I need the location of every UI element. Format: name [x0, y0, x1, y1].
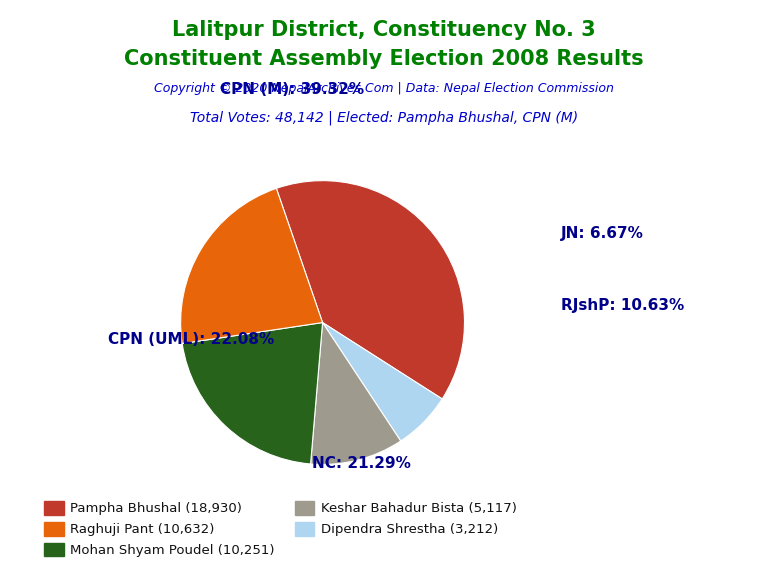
Wedge shape [310, 323, 401, 464]
Text: JN: 6.67%: JN: 6.67% [561, 226, 644, 241]
Text: RJshP: 10.63%: RJshP: 10.63% [561, 298, 684, 313]
Text: NC: 21.29%: NC: 21.29% [312, 456, 410, 471]
Text: Total Votes: 48,142 | Elected: Pampha Bhushal, CPN (M): Total Votes: 48,142 | Elected: Pampha Bh… [190, 111, 578, 125]
Text: Copyright © 2020 NepalArchives.Com | Data: Nepal Election Commission: Copyright © 2020 NepalArchives.Com | Dat… [154, 82, 614, 95]
Text: Lalitpur District, Constituency No. 3: Lalitpur District, Constituency No. 3 [172, 20, 596, 40]
Legend: Pampha Bhushal (18,930), Raghuji Pant (10,632), Mohan Shyam Poudel (10,251), Kes: Pampha Bhushal (18,930), Raghuji Pant (1… [38, 495, 524, 564]
Wedge shape [276, 181, 465, 399]
Wedge shape [180, 188, 323, 343]
Text: Constituent Assembly Election 2008 Results: Constituent Assembly Election 2008 Resul… [124, 49, 644, 69]
Wedge shape [323, 323, 442, 441]
Text: CPN (M): 39.32%: CPN (M): 39.32% [220, 82, 364, 97]
Text: CPN (UML): 22.08%: CPN (UML): 22.08% [108, 332, 273, 347]
Wedge shape [182, 323, 323, 464]
